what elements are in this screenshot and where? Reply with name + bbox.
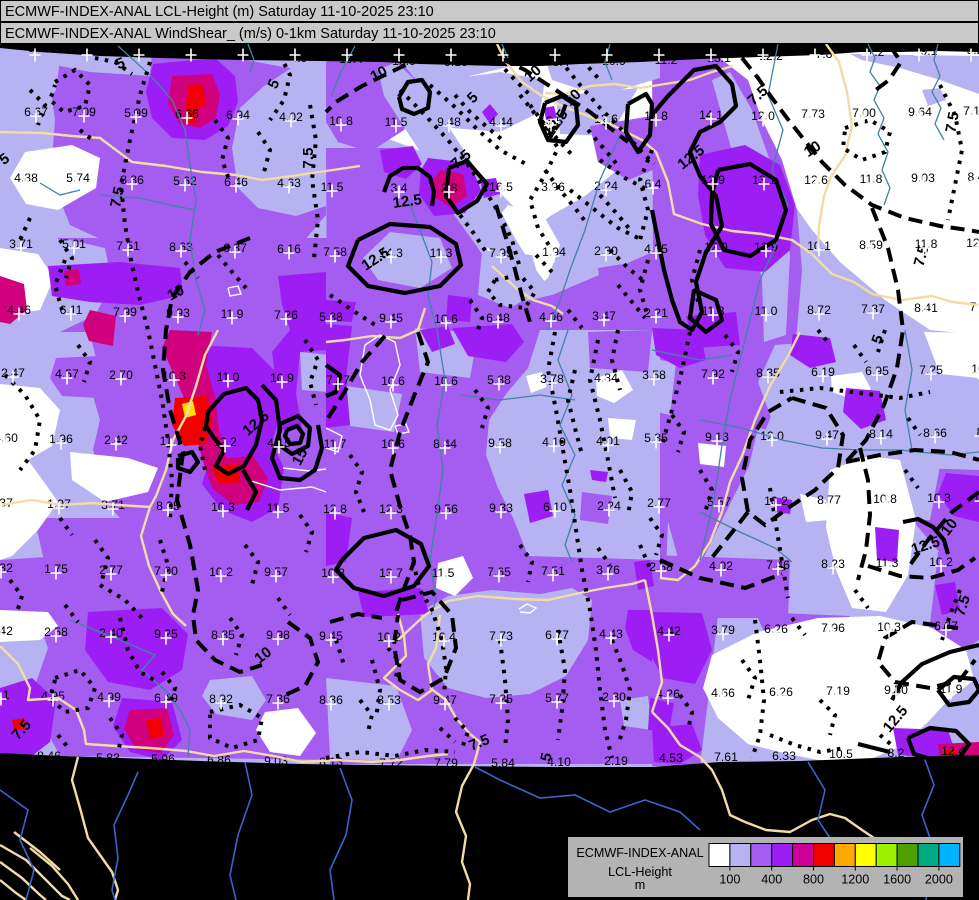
svg-text:10: 10: [165, 282, 188, 305]
svg-text:4.1: 4.1: [0, 688, 10, 702]
svg-text:7.5: 7.5: [951, 593, 974, 618]
svg-text:10: 10: [971, 362, 979, 376]
svg-text:400: 400: [761, 873, 782, 887]
svg-text:4.53: 4.53: [659, 751, 683, 765]
svg-text:7.15: 7.15: [963, 104, 979, 118]
svg-text:10.5: 10.5: [829, 747, 853, 761]
svg-text:7.61: 7.61: [714, 750, 738, 764]
svg-text:10: 10: [938, 515, 962, 539]
svg-text:ECMWF-INDEX-ANAL: ECMWF-INDEX-ANAL: [576, 846, 703, 860]
svg-text:800: 800: [803, 873, 824, 887]
svg-text:ECMWF-INDEX-ANAL LCL-Height (m: ECMWF-INDEX-ANAL LCL-Height (m) Saturday…: [5, 4, 434, 20]
svg-text:8.2: 8.2: [888, 746, 905, 760]
svg-text:7.5: 7.5: [300, 148, 317, 169]
svg-text:4.32: 4.32: [0, 561, 13, 575]
svg-text:LCL-Height: LCL-Height: [608, 865, 672, 879]
svg-text:7.5: 7.5: [911, 244, 933, 269]
svg-text:8: 8: [977, 425, 979, 439]
svg-text:4.60: 4.60: [0, 431, 18, 445]
svg-text:15: 15: [289, 446, 312, 469]
svg-text:6.33: 6.33: [772, 749, 796, 763]
svg-text:7.5: 7.5: [466, 731, 492, 755]
svg-text:7.9: 7.9: [970, 300, 979, 314]
svg-text:100: 100: [719, 873, 740, 887]
svg-text:1600: 1600: [883, 873, 911, 887]
svg-text:4.10: 4.10: [547, 755, 571, 769]
svg-text:2000: 2000: [925, 873, 953, 887]
svg-text:7.5: 7.5: [942, 110, 962, 133]
svg-text:12: 12: [973, 490, 979, 504]
svg-text:ECMWF-INDEX-ANAL WindShear_ (m: ECMWF-INDEX-ANAL WindShear_ (m/s) 0-1km …: [5, 26, 496, 42]
svg-text:2.42: 2.42: [0, 624, 13, 638]
svg-text:m: m: [635, 878, 646, 892]
svg-text:8.4: 8.4: [968, 170, 979, 184]
svg-text:2.19: 2.19: [604, 754, 628, 768]
svg-text:7.5: 7.5: [107, 185, 128, 209]
svg-text:10: 10: [251, 644, 275, 668]
svg-text:12.1: 12.1: [966, 236, 979, 250]
svg-text:1200: 1200: [841, 873, 869, 887]
svg-text:12.4: 12.4: [941, 744, 965, 758]
svg-text:10: 10: [368, 63, 391, 86]
svg-text:5: 5: [537, 751, 555, 763]
svg-text:10: 10: [801, 138, 824, 161]
